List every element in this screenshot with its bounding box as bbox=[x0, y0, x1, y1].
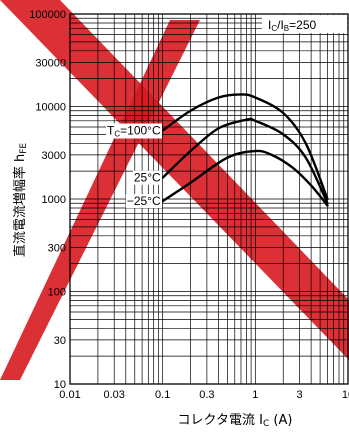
x-tick-label: 0.03 bbox=[104, 389, 125, 401]
y-tick-label: 10 bbox=[54, 379, 66, 391]
series-label-0: TC=100°C bbox=[106, 123, 162, 139]
y-tick-label: 300 bbox=[48, 242, 66, 254]
y-tick-label: 10000 bbox=[35, 102, 66, 114]
y-tick-label: 30000 bbox=[35, 57, 66, 69]
tick-labels: 0.01 0.03 0.1 0.3 1 3 10 10 30 100 300 1000 3000 1000… bbox=[29, 9, 349, 401]
svg-text:TC=100°C: TC=100°C bbox=[107, 124, 161, 139]
series-line-0 bbox=[161, 93, 329, 201]
x-tick-label: 3 bbox=[296, 389, 302, 401]
y-tick-label: 1000 bbox=[42, 194, 66, 206]
y-tick-label: 30 bbox=[54, 335, 66, 347]
x-tick-label: 0.01 bbox=[59, 389, 80, 401]
watermark bbox=[0, 0, 349, 380]
series-line-1 bbox=[161, 117, 329, 205]
series-label-1: 25°C bbox=[132, 170, 163, 185]
condition-label: IC/IB=250 bbox=[262, 15, 347, 33]
y-axis-title: 直流電流増幅率 hFE bbox=[12, 143, 29, 258]
x-tick-label: 0.1 bbox=[155, 389, 170, 401]
svg-text:IC/IB=250: IC/IB=250 bbox=[268, 18, 316, 33]
x-axis-title: コレクタ電流 IC (A) bbox=[178, 413, 293, 429]
y-tick-label: 100 bbox=[48, 287, 66, 299]
annotations: IC/IB=250 TC=100°C 25°C −25°C コレクタ電流 IC (A) 直… bbox=[12, 15, 347, 429]
x-tick-label: 10 bbox=[342, 389, 349, 401]
series-line-2 bbox=[161, 149, 329, 207]
y-tick-label: 3000 bbox=[42, 150, 66, 162]
svg-text:25°C: 25°C bbox=[134, 171, 161, 185]
y-tick-label: 100000 bbox=[29, 9, 66, 21]
series-label-2: −25°C bbox=[125, 194, 162, 209]
svg-text:−25°C: −25°C bbox=[127, 194, 161, 208]
x-tick-label: 0.3 bbox=[199, 389, 214, 401]
curves bbox=[161, 93, 329, 207]
plot-frame bbox=[69, 13, 349, 385]
x-tick-label: 1 bbox=[252, 389, 258, 401]
